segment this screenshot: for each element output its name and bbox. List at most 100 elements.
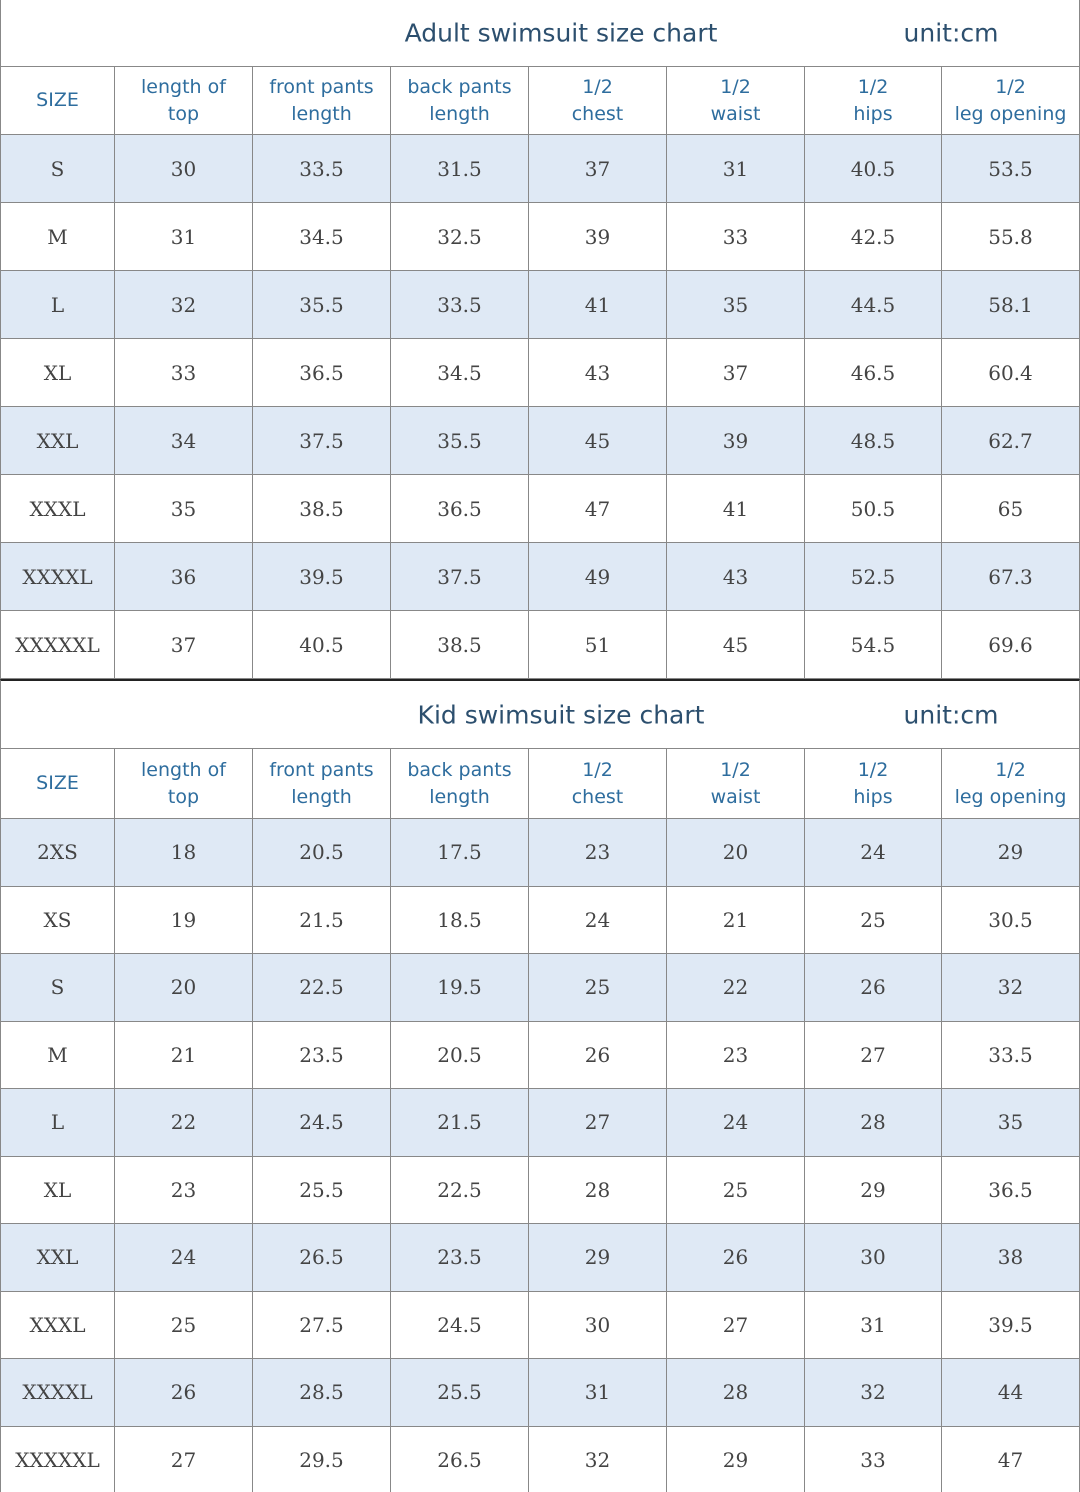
- size-chart: Adult swimsuit size chart unit:cm SIZE leng…: [0, 0, 1080, 679]
- header-text: front pants: [269, 758, 374, 781]
- header-cell: SIZE: [1, 749, 115, 819]
- cell: 20.5: [391, 1021, 529, 1089]
- cell: 29.5: [253, 1426, 391, 1492]
- chart-title: Adult swimsuit size chart: [404, 18, 718, 48]
- header-text: 1/2: [582, 75, 613, 98]
- cell: 20: [667, 819, 805, 887]
- cell: 2XS: [1, 819, 115, 887]
- cell: XXXL: [1, 1291, 115, 1359]
- header-text: top: [167, 785, 200, 808]
- cell: 27: [667, 1291, 805, 1359]
- cell: 27: [529, 1089, 667, 1157]
- cell: 22: [115, 1089, 253, 1157]
- cell: 23.5: [253, 1021, 391, 1089]
- cell: 34.5: [253, 203, 391, 271]
- table: SIZE length of top front pants length back pa…: [1, 67, 1079, 679]
- header-text: back pants: [407, 75, 512, 98]
- cell: XXXXL: [1, 543, 115, 611]
- cell: 41: [667, 475, 805, 543]
- cell: 38: [942, 1224, 1079, 1292]
- cell: XXL: [1, 407, 115, 475]
- unit-label: unit:cm: [903, 18, 999, 48]
- cell: 35.5: [391, 407, 529, 475]
- cell: 24.5: [391, 1291, 529, 1359]
- cell: 32.5: [391, 203, 529, 271]
- cell: 31: [529, 1359, 667, 1427]
- cell: 35: [115, 475, 253, 543]
- cell: 31: [805, 1291, 942, 1359]
- header-cell: front pants length: [253, 67, 391, 135]
- cell: 52.5: [805, 543, 942, 611]
- cell: 24: [529, 886, 667, 954]
- header-cell: back pants length: [391, 749, 529, 819]
- header-cell: 1/2 hips: [805, 749, 942, 819]
- cell: 35: [667, 271, 805, 339]
- cell: 26: [115, 1359, 253, 1427]
- cell: 24.5: [253, 1089, 391, 1157]
- cell: 44.5: [805, 271, 942, 339]
- header-cell: 1/2 leg opening: [942, 749, 1079, 819]
- cell: 32: [529, 1426, 667, 1492]
- cell: 65: [942, 475, 1079, 543]
- header-cell: length of top: [115, 67, 253, 135]
- header-cell: 1/2 chest: [529, 67, 667, 135]
- cell: 30.5: [942, 887, 1079, 954]
- cell: 22: [667, 954, 805, 1022]
- cell: 39: [667, 407, 805, 475]
- cell: 33.5: [253, 135, 391, 203]
- chart-title: Kid swimsuit size chart: [417, 700, 705, 729]
- cell: S: [1, 954, 115, 1022]
- cell: 33.5: [391, 271, 529, 339]
- header-text: 1/2: [995, 75, 1026, 98]
- cell: 46.5: [805, 339, 942, 407]
- cell: 20: [115, 954, 253, 1022]
- cell: 22.5: [391, 1156, 529, 1224]
- cell: 33: [667, 203, 805, 271]
- cell: 30: [115, 135, 253, 203]
- cell: 58.1: [942, 271, 1079, 339]
- cell: XS: [1, 886, 115, 954]
- cell: 29: [667, 1426, 805, 1492]
- cell: 38.5: [391, 611, 529, 679]
- cell: 22.5: [253, 954, 391, 1022]
- cell: 53.5: [942, 135, 1079, 203]
- cell: 60.4: [942, 339, 1079, 407]
- cell: 25.5: [391, 1359, 529, 1427]
- cell: 30: [805, 1224, 942, 1292]
- header-cell: length of top: [115, 749, 253, 819]
- header-text: back pants: [407, 758, 512, 781]
- cell: 31: [667, 135, 805, 203]
- cell: 28.5: [253, 1359, 391, 1427]
- cell: 25: [115, 1291, 253, 1359]
- header-cell: 1/2 leg opening: [942, 67, 1079, 135]
- cell: 48.5: [805, 407, 942, 475]
- cell: 29: [942, 819, 1079, 887]
- cell: 39.5: [253, 543, 391, 611]
- header-cell: 1/2 waist: [667, 749, 805, 819]
- cell: 62.7: [942, 407, 1079, 475]
- cell: XXL: [1, 1224, 115, 1292]
- cell: 36.5: [253, 339, 391, 407]
- cell: 31: [115, 203, 253, 271]
- cell: 50.5: [805, 475, 942, 543]
- header-cell: SIZE: [1, 67, 115, 135]
- header-text: 1/2: [582, 758, 613, 781]
- cell: 25: [667, 1156, 805, 1224]
- cell: 45: [529, 407, 667, 475]
- cell: 67.3: [942, 543, 1079, 611]
- header-text: 1/2: [720, 758, 751, 781]
- header-cell: 1/2 chest: [529, 749, 667, 819]
- cell: 33: [805, 1426, 942, 1492]
- header-text: hips: [853, 785, 893, 808]
- header-text: 1/2: [995, 758, 1026, 781]
- header-text: SIZE: [36, 89, 79, 111]
- cell: 21.5: [391, 1089, 529, 1157]
- cell: 40.5: [805, 135, 942, 203]
- cell: 41: [529, 271, 667, 339]
- cell: 31.5: [391, 135, 529, 203]
- cell: 37: [667, 339, 805, 407]
- cell: 24: [805, 819, 942, 887]
- header-text: length: [291, 785, 352, 808]
- cell: 55.8: [942, 203, 1079, 271]
